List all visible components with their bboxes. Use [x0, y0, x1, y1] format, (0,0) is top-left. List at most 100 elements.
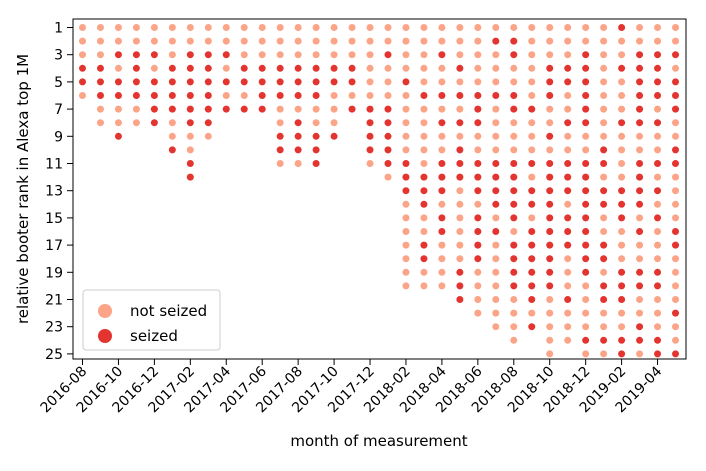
point-not-seized: [384, 173, 392, 181]
point-not-seized: [402, 228, 410, 235]
point-seized: [330, 78, 338, 86]
point-seized: [564, 173, 572, 181]
point-not-seized: [168, 51, 176, 59]
point-seized: [582, 228, 590, 235]
point-seized: [366, 105, 374, 113]
point-not-seized: [564, 336, 572, 344]
point-not-seized: [312, 105, 320, 113]
point-not-seized: [420, 78, 428, 86]
point-not-seized: [420, 146, 428, 154]
point-not-seized: [654, 24, 662, 31]
point-seized: [654, 51, 662, 59]
point-seized: [636, 187, 644, 195]
point-not-seized: [474, 296, 482, 303]
point-not-seized: [618, 37, 626, 45]
point-not-seized: [438, 24, 446, 31]
point-not-seized: [330, 37, 338, 45]
point-not-seized: [402, 255, 410, 263]
point-seized: [636, 228, 644, 235]
point-seized: [132, 51, 140, 59]
point-not-seized: [402, 268, 410, 276]
point-not-seized: [564, 282, 572, 290]
point-seized: [186, 78, 194, 86]
point-seized: [186, 105, 194, 113]
point-seized: [600, 160, 608, 167]
point-seized: [582, 92, 590, 99]
point-seized: [168, 105, 176, 113]
point-seized: [564, 241, 572, 249]
point-not-seized: [402, 214, 410, 222]
point-seized: [492, 187, 500, 195]
point-seized: [672, 241, 680, 249]
point-not-seized: [564, 132, 572, 140]
point-not-seized: [636, 241, 644, 249]
point-seized: [528, 296, 536, 303]
point-seized: [564, 228, 572, 235]
point-not-seized: [474, 37, 482, 45]
point-not-seized: [96, 119, 104, 127]
y-tick-label: 13: [45, 184, 63, 200]
point-not-seized: [96, 105, 104, 113]
point-seized: [654, 350, 662, 358]
point-seized: [186, 51, 194, 59]
point-not-seized: [456, 241, 464, 249]
point-not-seized: [618, 241, 626, 249]
point-not-seized: [456, 255, 464, 263]
point-not-seized: [672, 37, 680, 45]
point-not-seized: [420, 51, 428, 59]
point-not-seized: [456, 37, 464, 45]
point-seized: [96, 92, 104, 99]
point-not-seized: [276, 24, 284, 31]
point-seized: [510, 173, 518, 181]
point-seized: [312, 160, 320, 167]
point-not-seized: [474, 309, 482, 317]
point-seized: [474, 214, 482, 222]
point-seized: [510, 160, 518, 167]
point-seized: [402, 173, 410, 181]
point-not-seized: [600, 78, 608, 86]
point-not-seized: [402, 92, 410, 99]
point-seized: [438, 160, 446, 167]
point-not-seized: [420, 24, 428, 31]
point-seized: [564, 160, 572, 167]
point-seized: [168, 78, 176, 86]
point-seized: [564, 296, 572, 303]
point-not-seized: [474, 78, 482, 86]
point-not-seized: [600, 64, 608, 72]
point-seized: [618, 187, 626, 195]
point-not-seized: [438, 37, 446, 45]
point-seized: [114, 132, 122, 140]
point-seized: [186, 119, 194, 127]
point-seized: [456, 160, 464, 167]
point-not-seized: [438, 268, 446, 276]
point-not-seized: [312, 51, 320, 59]
point-not-seized: [474, 200, 482, 208]
point-not-seized: [600, 37, 608, 45]
point-seized: [402, 78, 410, 86]
point-seized: [474, 187, 482, 195]
point-not-seized: [132, 105, 140, 113]
point-not-seized: [384, 92, 392, 99]
point-seized: [150, 105, 158, 113]
point-not-seized: [636, 146, 644, 154]
point-seized: [150, 119, 158, 127]
point-not-seized: [600, 214, 608, 222]
point-not-seized: [186, 24, 194, 31]
point-not-seized: [276, 160, 284, 167]
point-seized: [186, 64, 194, 72]
point-seized: [456, 146, 464, 154]
point-not-seized: [348, 37, 356, 45]
point-not-seized: [204, 24, 212, 31]
point-not-seized: [600, 24, 608, 31]
point-seized: [258, 64, 266, 72]
plot-frame: [72, 18, 687, 360]
point-not-seized: [366, 78, 374, 86]
point-seized: [492, 160, 500, 167]
point-seized: [114, 78, 122, 86]
y-tick-label: 11: [45, 157, 63, 173]
point-not-seized: [654, 132, 662, 140]
point-not-seized: [366, 24, 374, 31]
point-not-seized: [600, 51, 608, 59]
point-seized: [438, 119, 446, 127]
point-not-seized: [114, 24, 122, 31]
